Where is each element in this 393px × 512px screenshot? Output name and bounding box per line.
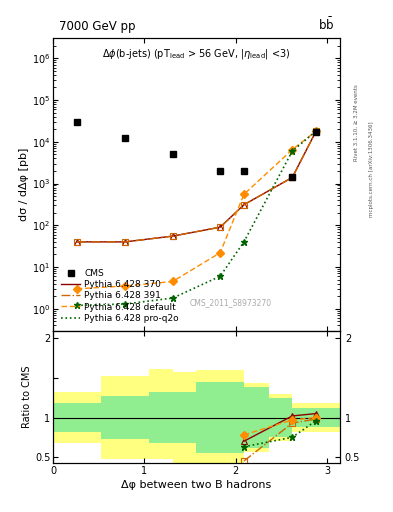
Pythia 6.428 pro-q2o <box>74 303 79 309</box>
Line: CMS: CMS <box>73 118 320 181</box>
Pythia 6.428 pro-q2o <box>314 128 318 134</box>
Pythia 6.428 391 <box>314 128 318 134</box>
Text: 7000 GeV pp: 7000 GeV pp <box>59 19 135 33</box>
Y-axis label: Ratio to CMS: Ratio to CMS <box>22 366 32 428</box>
Text: Rivet 3.1.10, ≥ 3.2M events: Rivet 3.1.10, ≥ 3.2M events <box>354 84 359 161</box>
Pythia 6.428 pro-q2o <box>242 239 246 245</box>
Y-axis label: dσ / dΔφ [pb]: dσ / dΔφ [pb] <box>19 148 29 221</box>
Pythia 6.428 370 <box>170 233 175 239</box>
CMS <box>218 168 222 174</box>
Pythia 6.428 default <box>314 128 318 134</box>
Line: Pythia 6.428 default: Pythia 6.428 default <box>77 131 316 289</box>
Pythia 6.428 pro-q2o <box>123 301 128 307</box>
Pythia 6.428 391 <box>218 224 222 230</box>
Pythia 6.428 370 <box>290 175 295 181</box>
Text: b$\bar{\mathrm{b}}$: b$\bar{\mathrm{b}}$ <box>318 16 334 33</box>
Pythia 6.428 pro-q2o <box>218 273 222 280</box>
Text: mcplots.cern.ch [arXiv:1306.3436]: mcplots.cern.ch [arXiv:1306.3436] <box>369 121 375 217</box>
Pythia 6.428 391 <box>170 233 175 239</box>
Text: $\Delta\phi$(b-jets) (pT$_\mathregular{lead}$ > 56 GeV, $|\eta_\mathregular{lead: $\Delta\phi$(b-jets) (pT$_\mathregular{l… <box>102 47 291 61</box>
CMS <box>242 168 246 174</box>
Pythia 6.428 default <box>170 279 175 285</box>
Line: Pythia 6.428 pro-q2o: Pythia 6.428 pro-q2o <box>77 131 316 306</box>
Pythia 6.428 default <box>290 146 295 153</box>
CMS <box>314 129 318 135</box>
Line: Pythia 6.428 370: Pythia 6.428 370 <box>77 131 316 242</box>
X-axis label: Δφ between two B hadrons: Δφ between two B hadrons <box>121 480 272 490</box>
Pythia 6.428 pro-q2o <box>170 295 175 301</box>
Text: CMS_2011_S8973270: CMS_2011_S8973270 <box>190 298 272 307</box>
Pythia 6.428 default <box>218 250 222 256</box>
CMS <box>123 135 128 141</box>
Pythia 6.428 default <box>123 283 128 289</box>
Pythia 6.428 370 <box>314 128 318 134</box>
CMS <box>170 151 175 157</box>
Pythia 6.428 default <box>242 191 246 198</box>
Pythia 6.428 391 <box>290 175 295 181</box>
Pythia 6.428 370 <box>74 239 79 245</box>
Pythia 6.428 391 <box>123 239 128 245</box>
Pythia 6.428 370 <box>242 202 246 208</box>
Pythia 6.428 370 <box>123 239 128 245</box>
Pythia 6.428 370 <box>218 224 222 230</box>
CMS <box>290 175 295 181</box>
Pythia 6.428 default <box>74 286 79 292</box>
Legend: CMS, Pythia 6.428 370, Pythia 6.428 391, Pythia 6.428 default, Pythia 6.428 pro-: CMS, Pythia 6.428 370, Pythia 6.428 391,… <box>59 267 180 325</box>
Pythia 6.428 391 <box>74 239 79 245</box>
Pythia 6.428 391 <box>242 202 246 208</box>
CMS <box>74 119 79 125</box>
Pythia 6.428 pro-q2o <box>290 148 295 154</box>
Line: Pythia 6.428 391: Pythia 6.428 391 <box>77 131 316 242</box>
